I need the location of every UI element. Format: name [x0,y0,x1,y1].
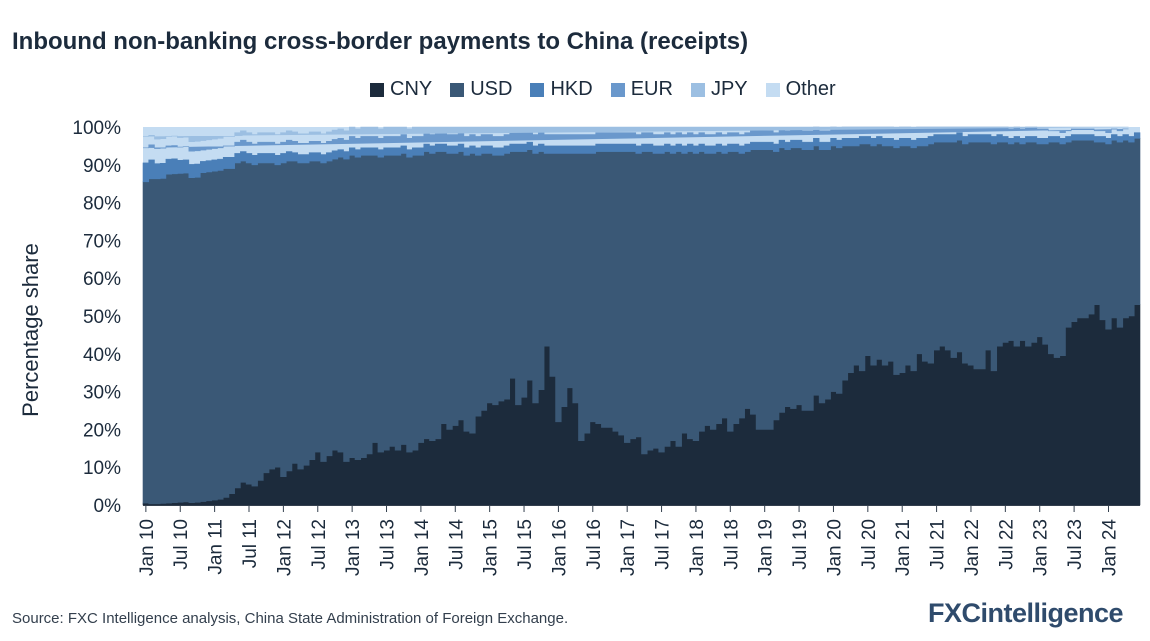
y-tick-label: 90% [83,156,121,177]
x-tick-label: Jan 14 [412,519,433,576]
y-tick-label: 70% [83,231,121,252]
legend-label: Other [785,78,836,100]
y-tick-label: 40% [83,345,121,366]
x-tick-label: Jan 18 [687,519,708,576]
x-tick-label: Jul 21 [928,519,949,570]
y-tick-label: 20% [83,420,121,441]
brand-logo: FXCintelligence [928,598,1124,628]
x-tick-label: Jan 11 [206,519,227,575]
x-tick-label: Jul 16 [584,519,605,570]
legend-label: CNY [390,78,433,100]
series-area-hkd [142,132,1141,183]
x-tick-label: Jan 19 [756,519,777,576]
y-tick-label: 60% [83,269,121,290]
x-tick-label: Jul 10 [171,519,192,570]
legend-swatch [610,82,625,97]
legend-item-eur: EUR [610,78,673,101]
legend-swatch [530,82,545,97]
legend-swatch [690,82,705,97]
plot-area [142,126,1141,506]
x-tick-label: Jan 22 [962,519,983,576]
x-tick-label: Jan 17 [618,519,639,576]
y-axis: 0% 10% 20% 30% 40% 50% 60% 70% 80% 90% 100% [72,118,121,517]
x-tick-label: Jan 16 [549,519,570,576]
x-tick-label: Jul 22 [996,519,1017,570]
x-tick-label: Jan 12 [274,519,295,576]
legend-label: JPY [710,78,748,100]
legend-swatch [370,82,384,97]
x-tick-label: Jan 20 [824,519,845,576]
x-tick-label: Jul 18 [721,519,742,570]
x-tick-label: Jul 14 [446,519,467,570]
chart-legend: CNY USD HKD EUR JPY Other [370,78,836,101]
y-axis-label: Percentage share [18,243,43,417]
legend-swatch [450,82,465,97]
legend-label: HKD [550,78,593,100]
y-tick-label: 0% [94,496,122,517]
y-tick-label: 80% [83,194,121,215]
x-axis: Jan 10 Jul 10 Jan 11 Jul 11 Jan 12 Jul 12 Jan … [137,505,1140,576]
x-tick-label: Jul 23 [1065,519,1086,570]
x-tick-label: Jul 13 [378,519,399,570]
legend-item-jpy: JPY [690,78,748,101]
legend-label: USD [470,78,513,100]
y-tick-label: 10% [83,458,121,479]
x-tick-label: Jul 20 [859,519,880,570]
x-tick-label: Jul 19 [790,519,811,570]
legend-item-usd: USD [450,78,512,101]
y-tick-label: 50% [83,307,121,328]
chart-title: Inbound non-banking cross-border payment… [12,28,749,55]
legend-item-hkd: HKD [530,78,593,101]
source-note: Source: FXC Intelligence analysis, China… [12,610,569,627]
x-tick-label: Jan 23 [1031,519,1052,576]
x-tick-label: Jan 24 [1099,519,1120,576]
x-tick-label: Jul 12 [309,519,330,570]
x-tick-label: Jul 15 [515,519,536,570]
y-tick-label: 100% [72,118,121,139]
x-tick-label: Jul 17 [653,519,674,570]
legend-swatch [765,82,780,97]
x-tick-label: Jan 21 [893,519,914,576]
x-tick-label: Jan 15 [481,519,502,576]
legend-item-cny: CNY [370,78,432,101]
legend-label: EUR [630,78,673,100]
legend-item-other: Other [765,78,836,101]
x-tick-label: Jul 11 [240,519,261,568]
x-tick-label: Jan 13 [343,519,364,576]
y-tick-label: 30% [83,383,121,404]
x-tick-label: Jan 10 [137,519,158,576]
series-area-jpy [143,126,1129,143]
